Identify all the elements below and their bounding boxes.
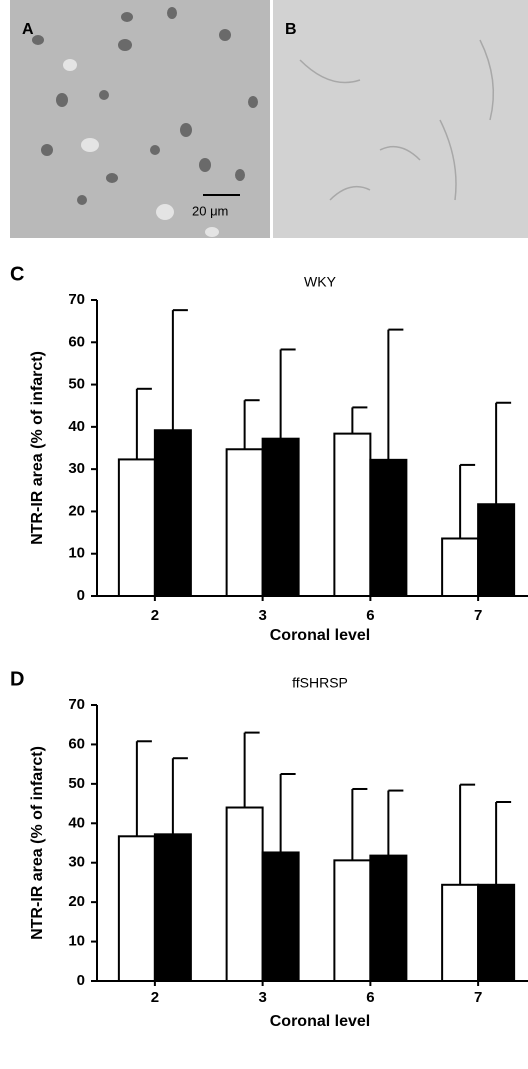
- scale-bar-label: 20 μm: [192, 203, 228, 218]
- bar: [333, 432, 372, 597]
- x-tick-label: 3: [258, 989, 266, 1006]
- panel-label: A: [22, 21, 34, 38]
- y-tick-label: 10: [68, 933, 85, 950]
- bar: [441, 537, 480, 598]
- bar: [441, 883, 480, 983]
- panel-label: B: [285, 21, 297, 38]
- x-tick-label: 6: [366, 989, 374, 1006]
- y-tick-label: 0: [77, 972, 85, 989]
- panel-label: C: [10, 263, 24, 285]
- bar: [117, 458, 156, 597]
- y-tick-label: 50: [68, 376, 85, 393]
- x-tick-label: 2: [151, 989, 159, 1006]
- y-tick-label: 20: [68, 893, 85, 910]
- x-tick-label: 7: [474, 989, 482, 1006]
- bar: [153, 833, 192, 983]
- chart-title: ffSHRSP: [292, 675, 348, 691]
- y-axis-label: NTR-IR area (% of infarct): [29, 351, 46, 545]
- bar: [225, 448, 264, 598]
- bar: [153, 429, 192, 597]
- y-tick-label: 40: [68, 814, 85, 831]
- micrograph-a: A 20 μm: [10, 0, 270, 238]
- bar: [369, 854, 408, 982]
- y-tick-label: 60: [68, 333, 85, 350]
- y-tick-label: 30: [68, 854, 85, 871]
- bar: [261, 851, 300, 982]
- y-tick-label: 70: [68, 696, 85, 713]
- x-axis-label: Coronal level: [270, 627, 370, 644]
- y-tick-label: 40: [68, 418, 85, 435]
- y-tick-label: 30: [68, 460, 85, 477]
- bar: [117, 835, 156, 982]
- chart-title: WKY: [304, 274, 337, 290]
- x-tick-label: 7: [474, 607, 482, 624]
- panel-label: D: [10, 668, 24, 690]
- bar: [477, 503, 516, 597]
- bar: [477, 883, 516, 983]
- y-tick-label: 60: [68, 735, 85, 752]
- bar: [225, 806, 264, 982]
- y-axis-label: NTR-IR area (% of infarct): [29, 746, 46, 940]
- x-axis-label: Coronal level: [270, 1013, 370, 1030]
- x-tick-label: 3: [258, 607, 266, 624]
- y-tick-label: 20: [68, 502, 85, 519]
- y-tick-label: 0: [77, 587, 85, 604]
- y-tick-label: 50: [68, 775, 85, 792]
- bar: [261, 437, 300, 597]
- x-tick-label: 2: [151, 607, 159, 624]
- bar: [369, 458, 408, 597]
- y-tick-label: 10: [68, 545, 85, 562]
- micrograph-b: B: [273, 0, 528, 238]
- bar: [333, 859, 372, 982]
- x-tick-label: 6: [366, 607, 374, 624]
- y-tick-label: 70: [68, 291, 85, 308]
